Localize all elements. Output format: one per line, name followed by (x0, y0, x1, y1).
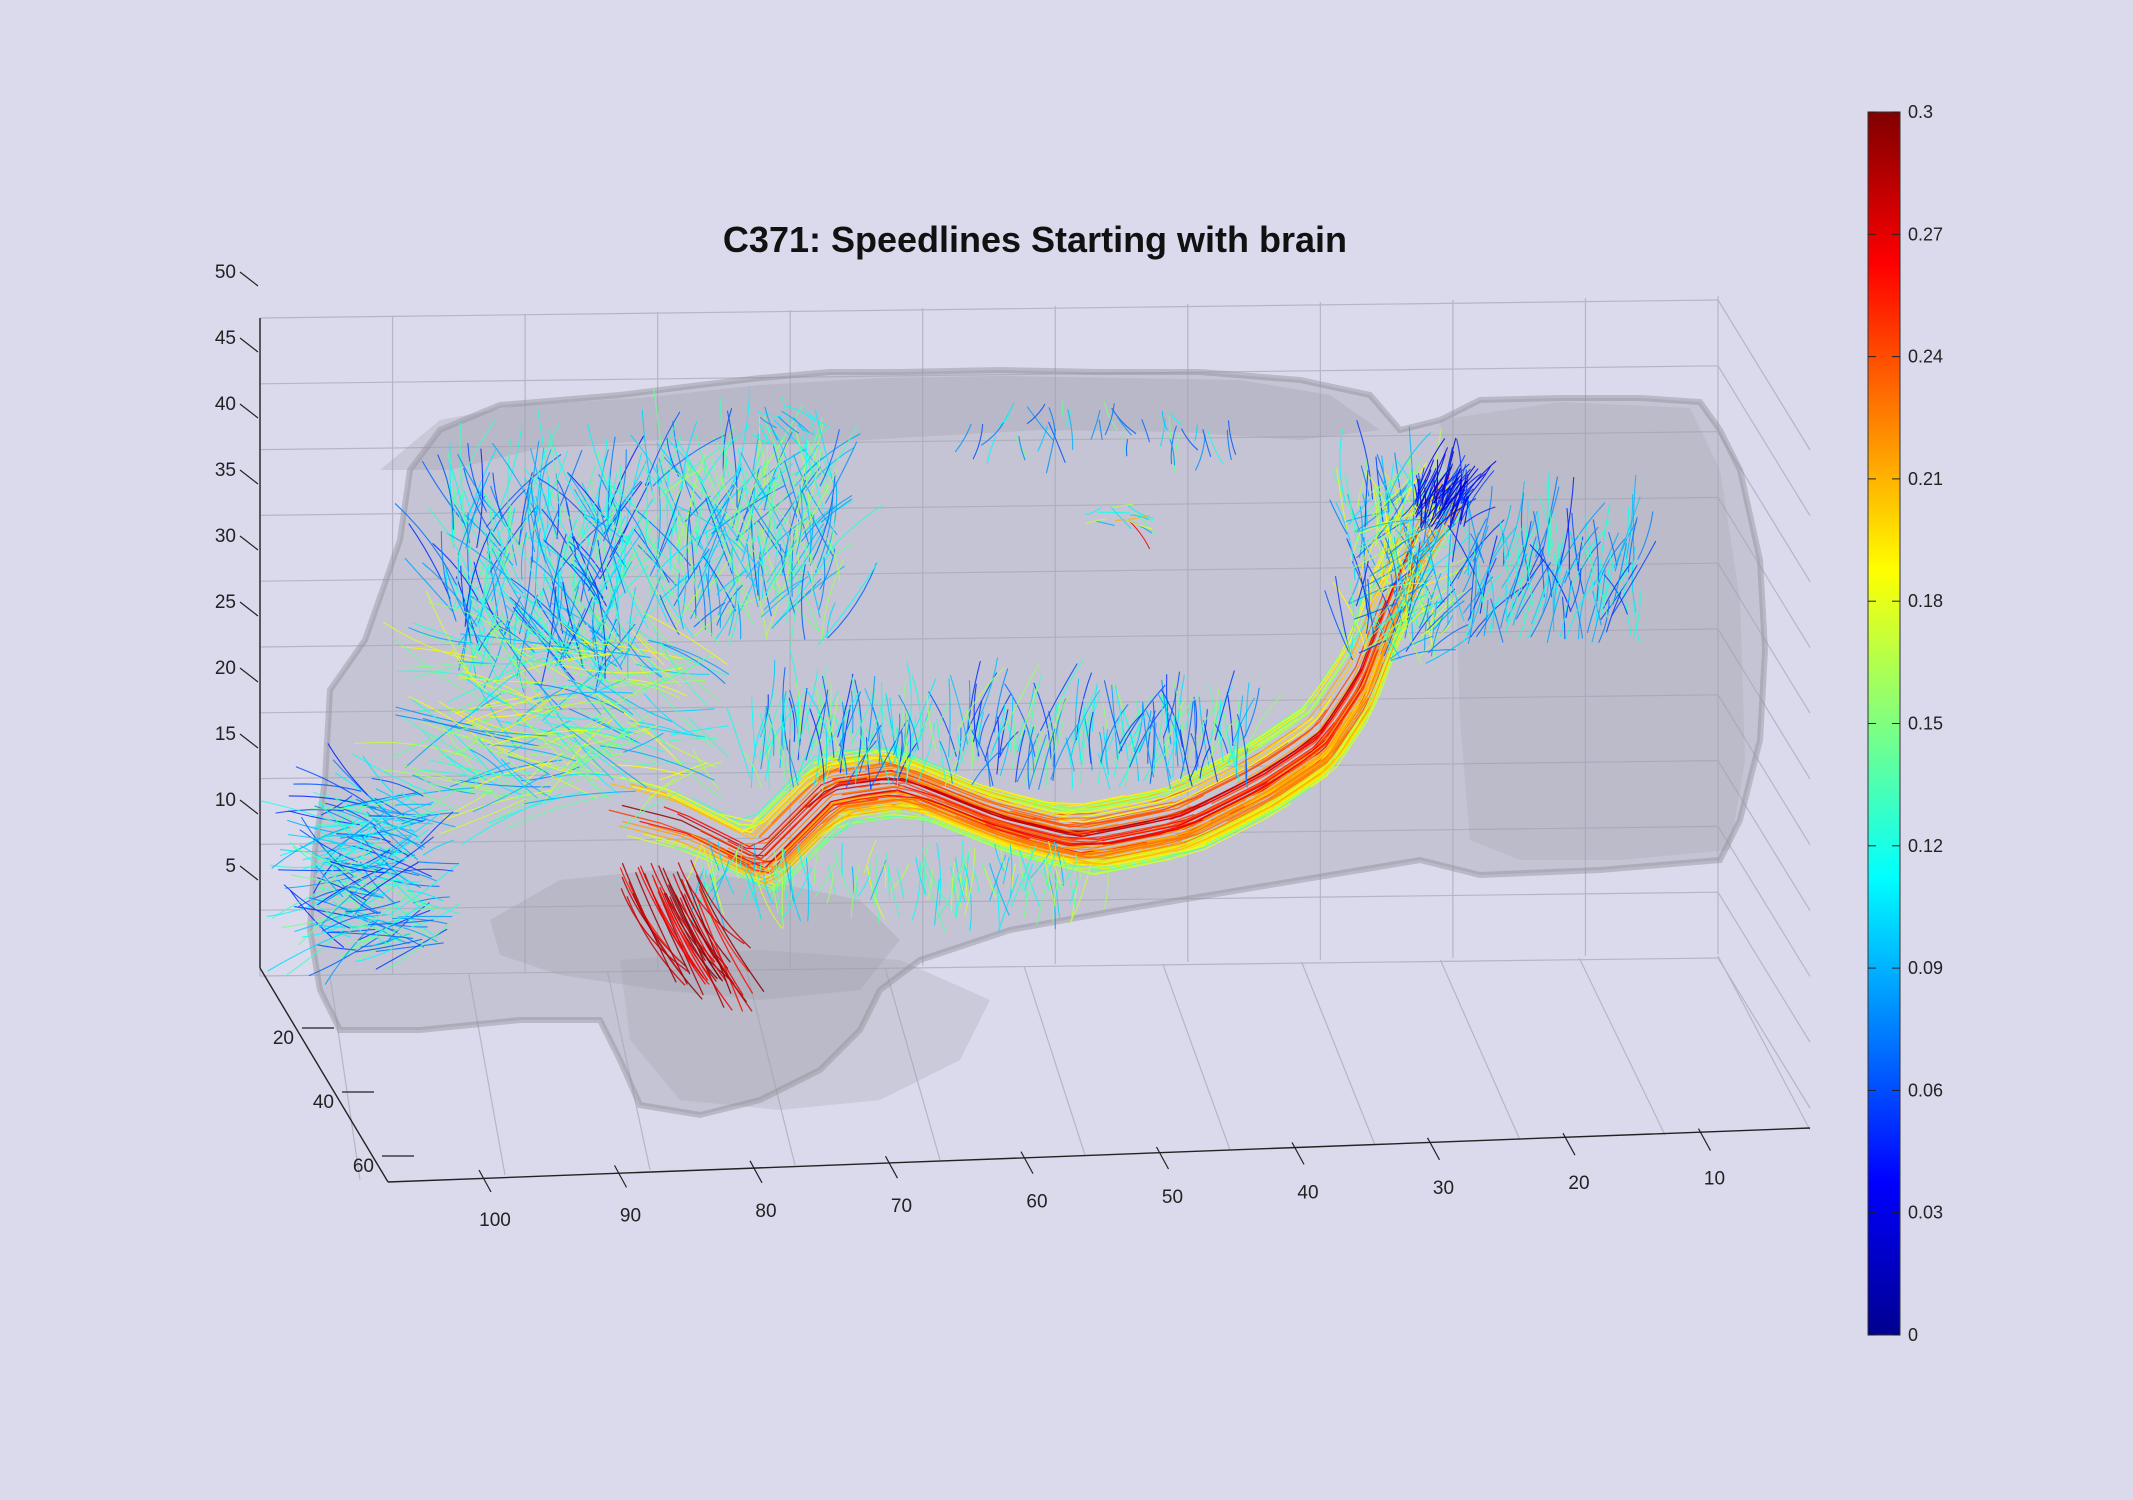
z-tick-label: 45 (215, 328, 236, 349)
x-tick-label: 60 (1026, 1192, 1047, 1213)
colorbar-tick-label: 0.12 (1908, 836, 1943, 856)
z-tick-label: 30 (215, 526, 236, 547)
z-tick-label: 5 (225, 856, 236, 877)
x-tick-label: 40 (1297, 1182, 1318, 1203)
axis-ticks: 5 10 15 20 25 30 35 40 45 50 20 40 60 100 90 80 70 60 50 40… (215, 262, 1725, 1231)
colorbar-tick-label: 0 (1908, 1325, 1918, 1345)
x-tick-label: 20 (1568, 1173, 1589, 1194)
z-tick-label: 50 (215, 262, 236, 283)
colorbar-tick-label: 0.18 (1908, 591, 1943, 611)
speed-streamlines (260, 386, 1657, 1012)
z-tick-label: 40 (215, 394, 236, 415)
colorbar-tick-label: 0.24 (1908, 347, 1943, 367)
colorbar: 0 0.03 0.06 0.09 0.12 0.15 0.18 0.21 0.24 0.27 0.3 (1867, 102, 1943, 1345)
z-tick-label: 20 (215, 658, 236, 679)
chart-title: C371: Speedlines Starting with brain (723, 219, 1347, 260)
colorbar-tick-label: 0.3 (1908, 102, 1933, 122)
colorbar-ticks: 0 0.03 0.06 0.09 0.12 0.15 0.18 0.21 0.24 0.27 0.3 (1868, 102, 1943, 1345)
x-tick-label: 10 (1704, 1169, 1725, 1190)
colorbar-tick-label: 0.03 (1908, 1203, 1943, 1223)
x-tick-label: 90 (620, 1205, 641, 1226)
colorbar-tick-label: 0.09 (1908, 958, 1943, 978)
colorbar-tick-label: 0.06 (1908, 1080, 1943, 1100)
colorbar-tick-label: 0.21 (1908, 469, 1943, 489)
y-tick-label: 20 (273, 1028, 294, 1049)
z-tick-label: 35 (215, 460, 236, 481)
z-tick-label: 10 (215, 790, 236, 811)
y-tick-label: 40 (313, 1092, 334, 1113)
x-tick-label: 30 (1433, 1178, 1454, 1199)
colorbar-tick-label: 0.15 (1908, 714, 1943, 734)
colorbar-tick-label: 0.27 (1908, 224, 1943, 244)
x-tick-label: 80 (755, 1201, 776, 1222)
y-tick-label: 60 (353, 1156, 374, 1177)
x-tick-label: 70 (891, 1196, 912, 1217)
x-tick-label: 50 (1162, 1187, 1183, 1208)
z-tick-label: 15 (215, 724, 236, 745)
x-tick-label: 100 (479, 1210, 511, 1231)
z-tick-label: 25 (215, 592, 236, 613)
